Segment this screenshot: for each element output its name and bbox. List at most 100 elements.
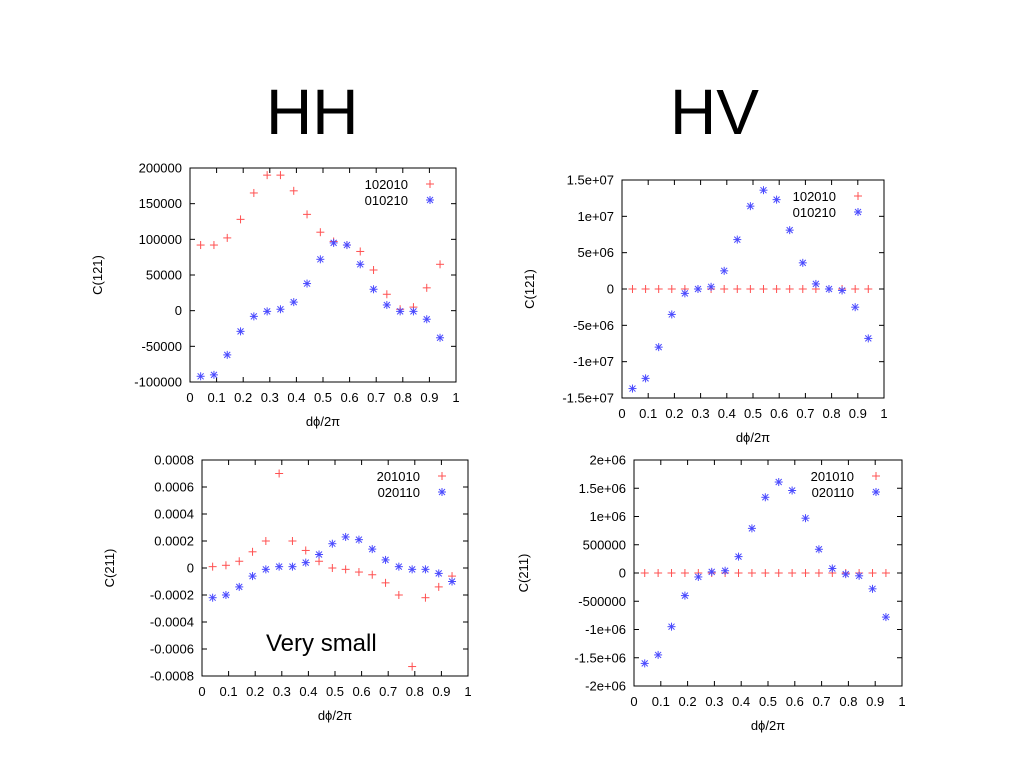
x-axis-label: dϕ/2π [751,718,785,733]
data-point [381,578,390,587]
data-point [316,228,325,237]
legend-label: 020110 [812,485,854,500]
data-point [356,260,365,269]
data-point [721,566,730,575]
x-tick-label: 0.5 [326,684,344,699]
data-point [667,569,676,577]
data-point [720,285,729,293]
data-point [734,552,743,561]
data-point [811,279,820,288]
y-tick-label: 1e+06 [589,509,626,524]
y-tick-label: -1e+07 [573,354,614,369]
data-point [328,564,337,572]
data-point [851,285,860,293]
y-tick-label: -5e+06 [573,318,614,333]
data-point [864,285,873,293]
data-point [746,285,755,293]
data-point [289,298,298,307]
series-201010 [208,469,457,671]
data-point [316,255,325,264]
data-point [640,569,649,577]
data-point [275,562,284,571]
legend-marker [426,180,434,188]
data-point [248,572,257,581]
series-020110 [640,478,890,668]
data-point [276,171,285,180]
data-point [628,285,637,293]
data-point [798,258,807,267]
x-tick-label: 0.4 [287,390,305,405]
x-tick-label: 0 [186,390,193,405]
data-point [249,188,258,197]
data-point [798,285,807,293]
data-point [667,285,676,293]
data-point [851,303,860,312]
data-point [707,282,716,291]
data-point [223,350,232,359]
x-axis-label: dϕ/2π [318,708,352,723]
data-point [680,569,689,577]
x-tick-label: 0.8 [823,406,841,421]
data-point [275,469,284,478]
x-tick-label: 0 [198,684,205,699]
data-point [654,285,663,293]
y-tick-label: 0 [187,561,194,576]
data-point [838,286,847,295]
y-tick-label: 5e+06 [577,245,614,260]
data-point [667,310,676,319]
annotation-very-small: Very small [266,630,377,657]
x-tick-label: 0.7 [813,694,831,709]
legend-label: 201010 [377,469,420,484]
data-point [785,285,794,293]
data-point [785,226,794,235]
x-tick-label: 0.6 [353,684,371,699]
data-point [368,545,377,554]
x-tick-label: 1 [880,406,887,421]
data-point [746,202,755,211]
data-point [368,570,377,579]
x-tick-label: 0.5 [744,406,762,421]
data-point [261,565,270,574]
data-point [761,493,770,502]
legend-marker [426,196,434,204]
data-point [394,562,403,571]
data-point [356,247,365,256]
data-point [881,613,890,622]
y-axis-label: C(211) [516,554,531,593]
y-axis-label: C(121) [522,269,537,309]
data-point [236,215,245,224]
y-tick-label: 2e+06 [589,453,626,468]
y-tick-label: 0.0006 [154,480,194,495]
data-point [733,235,742,244]
legend-marker [854,208,862,216]
data-point [747,569,756,577]
legend-label: 201010 [811,469,854,484]
y-tick-label: -0.0006 [150,642,194,657]
data-point [303,279,312,288]
x-axis-label: dϕ/2π [306,414,340,429]
data-point [276,305,285,314]
y-tick-label: -1.5e+06 [574,650,626,665]
y-tick-label: 200000 [139,161,182,176]
legend-label: 102010 [793,189,836,204]
data-point [342,241,351,250]
legend-marker [438,472,446,480]
data-point [421,593,430,602]
x-tick-label: 0.1 [639,406,657,421]
x-tick-label: 0.8 [406,684,424,699]
series-020110 [208,532,457,602]
data-point [436,333,445,342]
y-tick-label: 1e+07 [577,209,614,224]
data-point [828,564,837,573]
data-point [761,569,770,577]
data-point [382,290,391,299]
data-point [394,591,403,599]
data-point [788,569,797,577]
data-point [209,241,218,250]
data-point [328,539,337,548]
data-point [814,545,823,554]
x-tick-label: 0.8 [394,390,412,405]
x-tick-label: 0.3 [261,390,279,405]
y-tick-label: -0.0008 [150,669,194,684]
data-point [315,550,324,559]
